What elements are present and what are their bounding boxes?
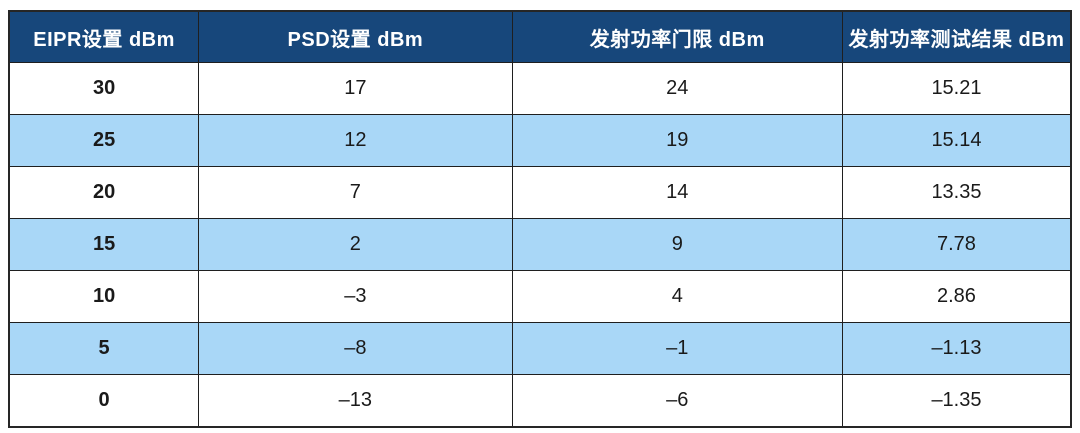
table-cell: –1.13 xyxy=(841,322,1072,375)
table-cell: 30 xyxy=(8,62,200,115)
column-header-psd: PSD设置 dBm xyxy=(198,10,513,63)
table-cell: –8 xyxy=(198,322,513,375)
power-test-table: EIPR设置 dBm PSD设置 dBm 发射功率门限 dBm 发射功率测试结果… xyxy=(8,10,1072,428)
column-header-tx-power-threshold: 发射功率门限 dBm xyxy=(511,10,843,63)
table-cell: 17 xyxy=(198,62,513,115)
table-row: 15 2 9 7.78 xyxy=(8,218,1072,271)
table-cell: 14 xyxy=(511,166,843,219)
table-row: 5 –8 –1 –1.13 xyxy=(8,322,1072,375)
table-cell: 7 xyxy=(198,166,513,219)
table-row: 25 12 19 15.14 xyxy=(8,114,1072,167)
table-row: 0 –13 –6 –1.35 xyxy=(8,374,1072,428)
power-test-table-container: EIPR设置 dBm PSD设置 dBm 发射功率门限 dBm 发射功率测试结果… xyxy=(8,10,1072,428)
table-cell: 13.35 xyxy=(841,166,1072,219)
table-cell: 15.21 xyxy=(841,62,1072,115)
header-row: EIPR设置 dBm PSD设置 dBm 发射功率门限 dBm 发射功率测试结果… xyxy=(8,10,1072,63)
table-cell: 15.14 xyxy=(841,114,1072,167)
table-cell: 15 xyxy=(8,218,200,271)
column-header-eipr: EIPR设置 dBm xyxy=(8,10,200,63)
table-cell: –1.35 xyxy=(841,374,1072,428)
table-cell: –13 xyxy=(198,374,513,428)
table-cell: 12 xyxy=(198,114,513,167)
table-cell: –6 xyxy=(511,374,843,428)
table-cell: 2.86 xyxy=(841,270,1072,323)
column-header-tx-power-result: 发射功率测试结果 dBm xyxy=(841,10,1072,63)
table-cell: –1 xyxy=(511,322,843,375)
table-cell: 20 xyxy=(8,166,200,219)
table-cell: 7.78 xyxy=(841,218,1072,271)
table-cell: –3 xyxy=(198,270,513,323)
table-cell: 5 xyxy=(8,322,200,375)
table-cell: 24 xyxy=(511,62,843,115)
table-cell: 2 xyxy=(198,218,513,271)
table-cell: 4 xyxy=(511,270,843,323)
table-row: 10 –3 4 2.86 xyxy=(8,270,1072,323)
table-row: 30 17 24 15.21 xyxy=(8,62,1072,115)
table-cell: 25 xyxy=(8,114,200,167)
table-row: 20 7 14 13.35 xyxy=(8,166,1072,219)
table-cell: 19 xyxy=(511,114,843,167)
table-cell: 10 xyxy=(8,270,200,323)
table-cell: 0 xyxy=(8,374,200,428)
table-cell: 9 xyxy=(511,218,843,271)
